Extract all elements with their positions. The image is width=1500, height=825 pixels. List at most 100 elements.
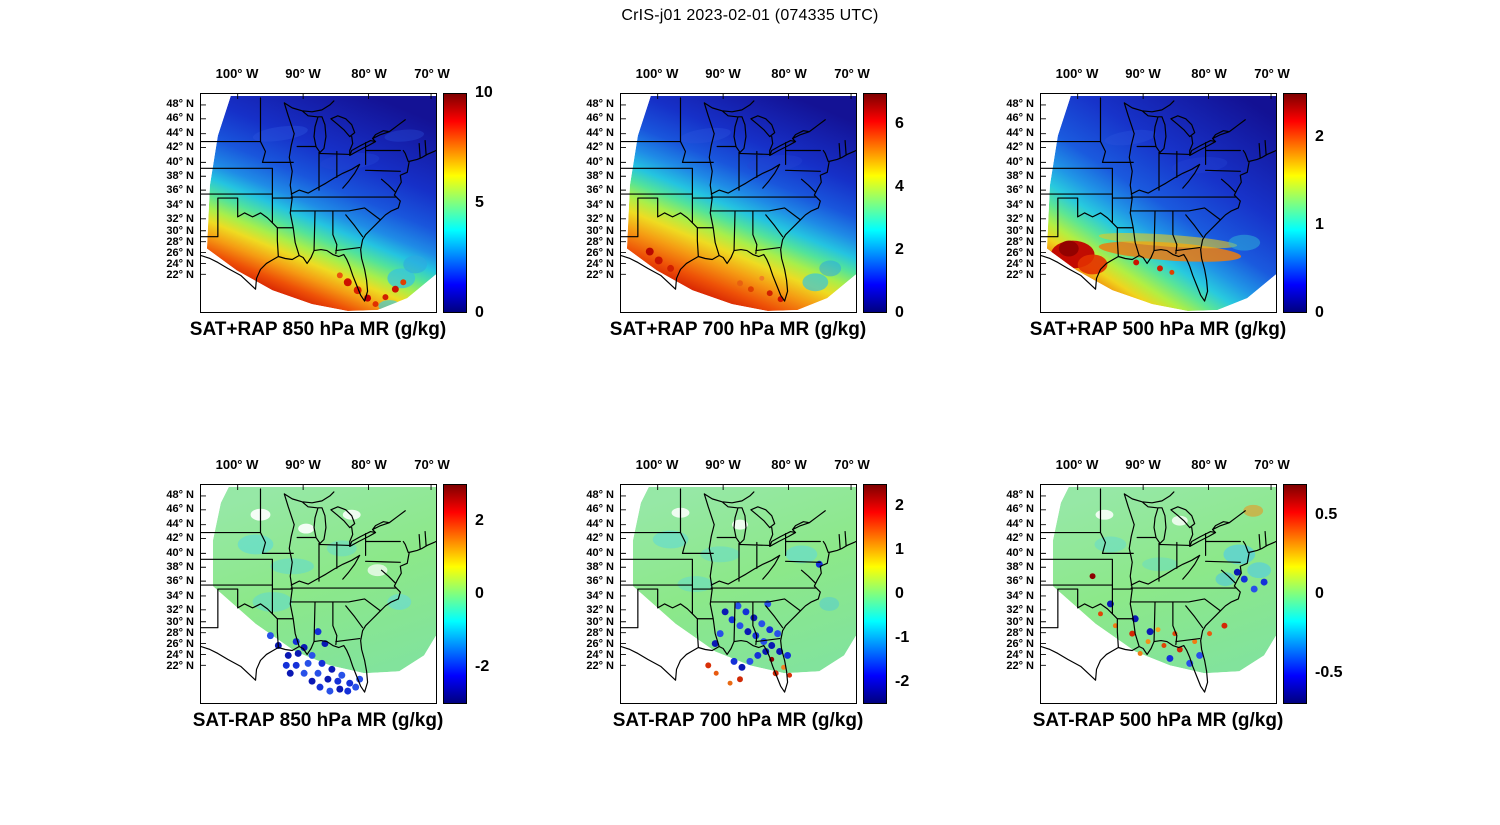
data-point xyxy=(1169,269,1175,275)
longitude-tick-label: 70° W xyxy=(1254,457,1290,472)
colorbar-tick-label: 0 xyxy=(1315,304,1324,321)
data-point xyxy=(1098,611,1103,617)
colorbar-tick-label: 10 xyxy=(475,84,493,101)
panel-sat-minus-rap-850: 100° W 90° W 80° W 70° W 48° N 46° N 44° N 42°… xyxy=(110,439,512,741)
latitude-tick-label: 44° N xyxy=(1006,518,1034,530)
state-boundaries xyxy=(1041,488,1276,693)
latitude-tick-label: 30° N xyxy=(586,225,614,237)
map-plot xyxy=(1040,484,1277,704)
data-point xyxy=(343,278,352,287)
data-point xyxy=(654,256,663,265)
data-point xyxy=(758,620,766,628)
colorbar xyxy=(443,93,467,313)
data-point xyxy=(346,679,354,687)
latitude-tick-label: 24° N xyxy=(166,258,194,270)
latitude-tick-label: 28° N xyxy=(166,236,194,248)
latitude-tick-label: 30° N xyxy=(166,616,194,628)
data-point xyxy=(382,294,389,301)
map-canvas xyxy=(201,94,436,312)
axis-tick-marks xyxy=(1041,485,1272,666)
data-point xyxy=(324,675,332,683)
latitude-tick-label: 46° N xyxy=(166,112,194,124)
latitude-tick-label: 48° N xyxy=(166,98,194,110)
latitude-tick-label: 40° N xyxy=(1006,547,1034,559)
data-point xyxy=(334,677,342,685)
longitude-tick-label: 80° W xyxy=(771,66,807,81)
latitude-tick-label: 32° N xyxy=(166,213,194,225)
latitude-tick-label: 28° N xyxy=(1006,627,1034,639)
data-point xyxy=(766,290,773,297)
data-point xyxy=(1240,575,1248,583)
data-point xyxy=(1176,646,1183,653)
latitude-tick-label: 36° N xyxy=(586,184,614,196)
colorbar-tick-label: -1 xyxy=(895,629,910,646)
data-point xyxy=(760,638,768,646)
map-plot xyxy=(620,93,857,313)
data-swath xyxy=(1052,486,1276,674)
latitude-tick-label: 48° N xyxy=(586,489,614,501)
colorbar-tick-label: 5 xyxy=(475,194,484,211)
data-point xyxy=(727,680,733,686)
colorbar xyxy=(1283,484,1307,704)
data-swath xyxy=(212,486,436,674)
colorbar-tick-label: 4 xyxy=(895,178,904,196)
longitude-tick-label: 80° W xyxy=(351,457,387,472)
latitude-tick-label: 26° N xyxy=(586,638,614,650)
latitude-tick-label: 40° N xyxy=(586,547,614,559)
axis-tick-marks xyxy=(621,485,852,666)
latitude-tick-label: 46° N xyxy=(166,503,194,515)
colorbar-tick-label: 6 xyxy=(895,115,904,133)
data-point xyxy=(774,630,782,638)
data-point xyxy=(784,651,792,659)
data-point xyxy=(711,640,719,648)
latitude-tick-label: 22° N xyxy=(166,269,194,281)
latitude-tick-label: 38° N xyxy=(586,561,614,573)
map-plot xyxy=(1040,93,1277,313)
data-point xyxy=(713,670,719,676)
data-swath xyxy=(206,95,436,312)
longitude-tick-label: 100° W xyxy=(1055,457,1099,472)
latitude-tick-label: 28° N xyxy=(166,627,194,639)
latitude-tick-label: 48° N xyxy=(166,489,194,501)
colorbar xyxy=(863,484,887,704)
data-point xyxy=(1233,568,1241,576)
latitude-tick-label: 24° N xyxy=(166,649,194,661)
data-point xyxy=(391,285,399,293)
panel-sat-plus-rap-500: 100° W 90° W 80° W 70° W 48° N 46° N 44° N 42°… xyxy=(950,48,1352,350)
latitude-tick-label: 34° N xyxy=(586,590,614,602)
colorbar-tick-label: 2 xyxy=(475,511,484,529)
data-point xyxy=(736,622,744,630)
data-point xyxy=(734,602,742,610)
latitude-tick-label: 42° N xyxy=(586,141,614,153)
panel-title: SAT+RAP 500 hPa MR (g/kg) xyxy=(1029,319,1287,340)
latitude-tick-label: 42° N xyxy=(1006,141,1034,153)
state-boundaries xyxy=(621,488,856,693)
latitude-tick-label: 36° N xyxy=(166,184,194,196)
latitude-tick-label: 34° N xyxy=(166,590,194,602)
data-point xyxy=(336,685,344,693)
state-boundaries xyxy=(1041,97,1276,302)
state-boundaries xyxy=(201,488,436,693)
map-canvas xyxy=(201,485,436,695)
axis-tick-marks xyxy=(1041,94,1272,275)
data-point xyxy=(752,632,760,640)
data-point xyxy=(742,608,750,616)
colorbar xyxy=(443,484,467,704)
colorbar-tick-label: 2 xyxy=(895,497,904,514)
latitude-tick-label: 24° N xyxy=(586,649,614,661)
latitude-tick-label: 24° N xyxy=(1006,258,1034,270)
data-point xyxy=(737,676,743,683)
latitude-tick-label: 26° N xyxy=(586,247,614,259)
data-point xyxy=(1196,651,1204,659)
latitude-tick-label: 34° N xyxy=(1006,199,1034,211)
data-point xyxy=(1089,573,1096,580)
colorbar-tick-label: 2 xyxy=(895,241,904,259)
data-point xyxy=(747,286,754,293)
longitude-tick-label: 100° W xyxy=(215,457,259,472)
data-point xyxy=(1157,265,1163,272)
latitude-tick-label: 44° N xyxy=(166,127,194,139)
latitude-tick-label: 34° N xyxy=(166,199,194,211)
data-point xyxy=(754,651,762,659)
data-point xyxy=(1129,630,1136,637)
latitude-tick-label: 26° N xyxy=(166,638,194,650)
